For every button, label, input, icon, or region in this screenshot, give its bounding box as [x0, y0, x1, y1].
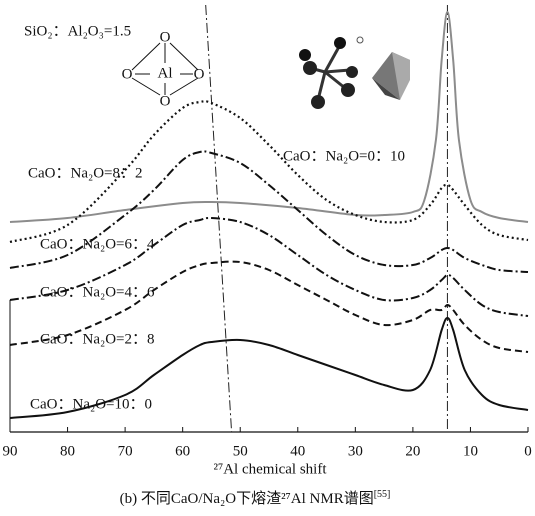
x-tick-label: 30 — [348, 443, 363, 459]
spectrum-line — [10, 218, 528, 316]
caption-text: (b) 不同CaO/Na₂O下熔渣²⁷Al NMR谱图 — [120, 490, 374, 507]
x-tick-label: 20 — [405, 443, 420, 459]
series-label: CaO：Na₂O=10：0 — [30, 396, 152, 412]
x-tick-label: 50 — [233, 443, 248, 459]
x-tick-label: 0 — [524, 443, 532, 459]
inset-label: Al — [158, 65, 173, 81]
inset-label: O — [160, 93, 171, 109]
x-tick-label: 90 — [3, 443, 18, 459]
spectrum-line — [10, 12, 528, 222]
inset-label: O — [160, 29, 171, 45]
molecule-icon — [299, 37, 410, 109]
x-axis-label: ²⁷Al chemical shift — [213, 461, 327, 477]
series-label: CaO：Na₂O=2：8 — [40, 331, 155, 347]
series-label: CaO：Na₂O=0：10 — [283, 148, 405, 164]
annotation: SiO₂：Al₂O₃=1.5 — [24, 23, 131, 39]
inset-label: O — [194, 66, 205, 82]
inset-label: O — [122, 66, 133, 82]
x-tick-label: 80 — [60, 443, 75, 459]
x-tick-label: 60 — [175, 443, 190, 459]
chart: 90 80 70 60 50 40 30 20 10 0 ²⁷Al chemical shift (b… — [0, 0, 535, 516]
caption: (b) 不同CaO/Na₂O下熔渣²⁷Al NMR谱图[55] — [120, 489, 391, 507]
caption-ref: [55] — [374, 489, 391, 500]
series-label: CaO：Na₂O=6：4 — [40, 236, 155, 252]
series-label: CaO：Na₂O=8：2 — [28, 165, 143, 181]
series-label: CaO：Na₂O=4：6 — [40, 284, 155, 300]
x-tick-label: 70 — [118, 443, 133, 459]
x-tick-label: 10 — [463, 443, 478, 459]
x-tick-label: 40 — [290, 443, 305, 459]
